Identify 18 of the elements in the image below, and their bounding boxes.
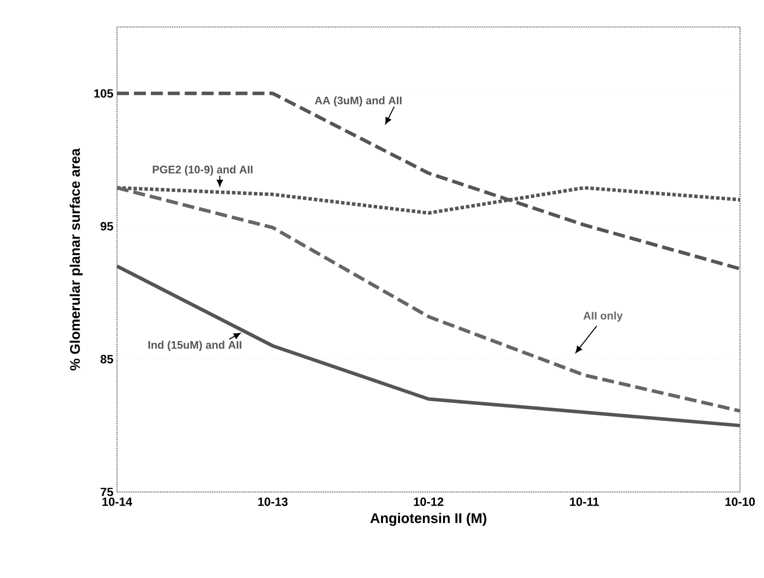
y-tick-label: 75 (100, 488, 114, 496)
x-tick-label: 10-13 (258, 498, 288, 506)
x-tick-label: 10-10 (725, 498, 755, 506)
line-series (115, 264, 742, 428)
y-tick-label: 95 (100, 222, 114, 231)
series-label: Ind (15uM) and AII (148, 340, 242, 351)
x-tick-label: 10-11 (570, 498, 599, 506)
text: AII only (583, 312, 623, 322)
x-tick-label: 10-14 (102, 498, 132, 506)
y-tick-label: 105 (94, 89, 114, 98)
x-axis-title: Angiotensin II (M) (370, 512, 486, 526)
x-tick-label: 10-12 (414, 498, 444, 506)
line-series (115, 92, 742, 271)
y-tick-label: 85 (100, 354, 114, 364)
y-axis-title: % Glomerular planar surface area (70, 148, 83, 370)
series-label: PGE2 (10-9) and AII (152, 165, 252, 176)
line-series (115, 186, 742, 413)
series-label: AA (3uM) and AII (314, 96, 402, 106)
